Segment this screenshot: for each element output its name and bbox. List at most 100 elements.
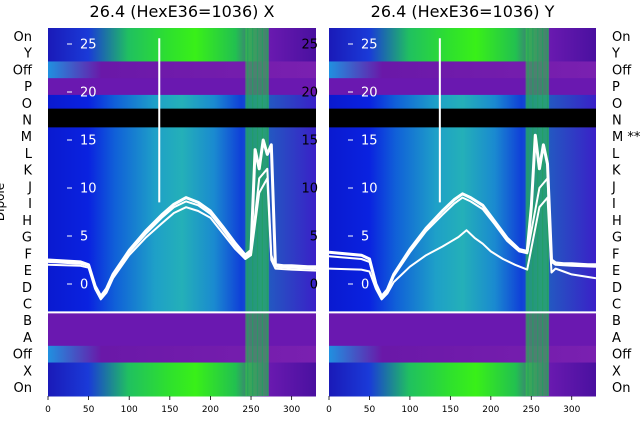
panel-title: 26.4 (HexE36=1036) Y: [371, 2, 555, 21]
row-label: G: [22, 231, 32, 246]
row-label: I: [612, 197, 616, 212]
heatmap-row: [48, 379, 316, 397]
inset-tick-label: 10: [361, 182, 378, 197]
heatmap-row: [329, 329, 596, 347]
panel-title: 26.4 (HexE36=1036) X: [90, 2, 275, 21]
row-label: M: [21, 130, 32, 145]
row-label: K: [612, 164, 621, 179]
heatmap-row: [48, 345, 316, 364]
row-label: G: [612, 231, 622, 246]
row-label: E: [612, 264, 620, 279]
row-label: On: [612, 30, 630, 45]
x-tick-label: 250: [242, 405, 259, 415]
x-tick-label: 150: [442, 405, 459, 415]
x-tick-label: 300: [283, 405, 300, 415]
row-label: E: [24, 264, 32, 279]
row-label: C: [612, 298, 621, 313]
row-label: Off: [13, 348, 33, 363]
row-label: H: [612, 214, 622, 229]
row-label: I: [28, 197, 32, 212]
row-label: M **: [612, 130, 640, 145]
masked-row: [329, 108, 596, 128]
x-tick-label: 50: [83, 405, 95, 415]
inset-tick-label-right: 5: [310, 230, 318, 245]
row-label: J: [611, 180, 616, 195]
overlay-line: [328, 133, 596, 298]
heatmap-row: [48, 312, 316, 330]
inset-tick-label: 5: [361, 230, 369, 245]
heatmap-row: [329, 379, 596, 397]
row-label: B: [23, 314, 32, 329]
row-label: N: [22, 114, 32, 129]
row-label: N: [612, 114, 622, 129]
row-label: Off: [612, 348, 632, 363]
row-label: D: [22, 281, 32, 296]
overlay-line: [47, 138, 316, 298]
inset-tick-label-right: 20: [301, 86, 318, 101]
row-label: Off: [612, 63, 632, 78]
heatmap-row: [48, 212, 316, 230]
inset-tick-label-right: 10: [301, 182, 318, 197]
row-label: Y: [23, 47, 32, 62]
x-tick-label: 100: [401, 405, 418, 415]
row-label: On: [612, 381, 630, 396]
masked-row: [48, 108, 316, 128]
row-label: A: [612, 331, 621, 346]
inset-tick-label-right: 0: [310, 278, 318, 293]
x-tick-label: 200: [482, 405, 499, 415]
row-label: H: [22, 214, 32, 229]
heatmap-row: [48, 61, 316, 79]
heatmap-row: [329, 161, 596, 180]
row-label: L: [612, 147, 620, 162]
inset-tick-label: 0: [361, 278, 369, 293]
row-label: X: [612, 364, 621, 379]
row-label: F: [25, 247, 32, 262]
inset-tick-label: 5: [80, 230, 88, 245]
inset-tick-label: 15: [80, 134, 97, 149]
heatmap-row: [329, 61, 596, 79]
row-label: C: [23, 298, 32, 313]
inset-tick-label-right: 25: [301, 38, 318, 53]
row-label: Off: [13, 63, 33, 78]
row-label: P: [24, 80, 32, 95]
heatmap-row: [329, 312, 596, 330]
heatmap-row: [329, 212, 596, 230]
row-label: L: [25, 147, 33, 162]
row-label: On: [14, 30, 32, 45]
x-tick-label: 0: [326, 405, 332, 415]
heatmap-row: [329, 345, 596, 364]
inset-tick-label: 10: [80, 182, 97, 197]
heatmap-row: [329, 295, 596, 313]
row-label: A: [23, 331, 32, 346]
x-tick-label: 150: [161, 405, 178, 415]
row-label: K: [23, 164, 32, 179]
overlay-line: [328, 177, 597, 299]
row-label: On: [14, 381, 32, 396]
row-label: O: [22, 97, 32, 112]
y-axis-label: Dipole: [0, 183, 7, 221]
heatmap-row: [48, 329, 316, 347]
inset-tick-label-right: 15: [301, 134, 318, 149]
row-label: B: [612, 314, 621, 329]
heatmap-row: [48, 295, 316, 313]
row-label: D: [612, 281, 622, 296]
x-tick-label: 100: [121, 405, 138, 415]
row-label: Y: [611, 47, 620, 62]
x-tick-label: 250: [523, 405, 540, 415]
row-label: X: [23, 364, 32, 379]
inset-tick-label: 15: [361, 134, 378, 149]
overlay-line: [47, 177, 317, 301]
inset-tick-label: 25: [80, 38, 97, 53]
inset-tick-label: 20: [361, 86, 378, 101]
inset-tick-label: 20: [80, 86, 97, 101]
x-tick-label: 300: [563, 405, 580, 415]
inset-tick-label: 25: [361, 38, 378, 53]
heatmap-row: [329, 362, 596, 380]
row-label: F: [612, 247, 619, 262]
inset-tick-label: 0: [80, 278, 88, 293]
row-label: O: [612, 97, 622, 112]
x-tick-label: 50: [364, 405, 376, 415]
